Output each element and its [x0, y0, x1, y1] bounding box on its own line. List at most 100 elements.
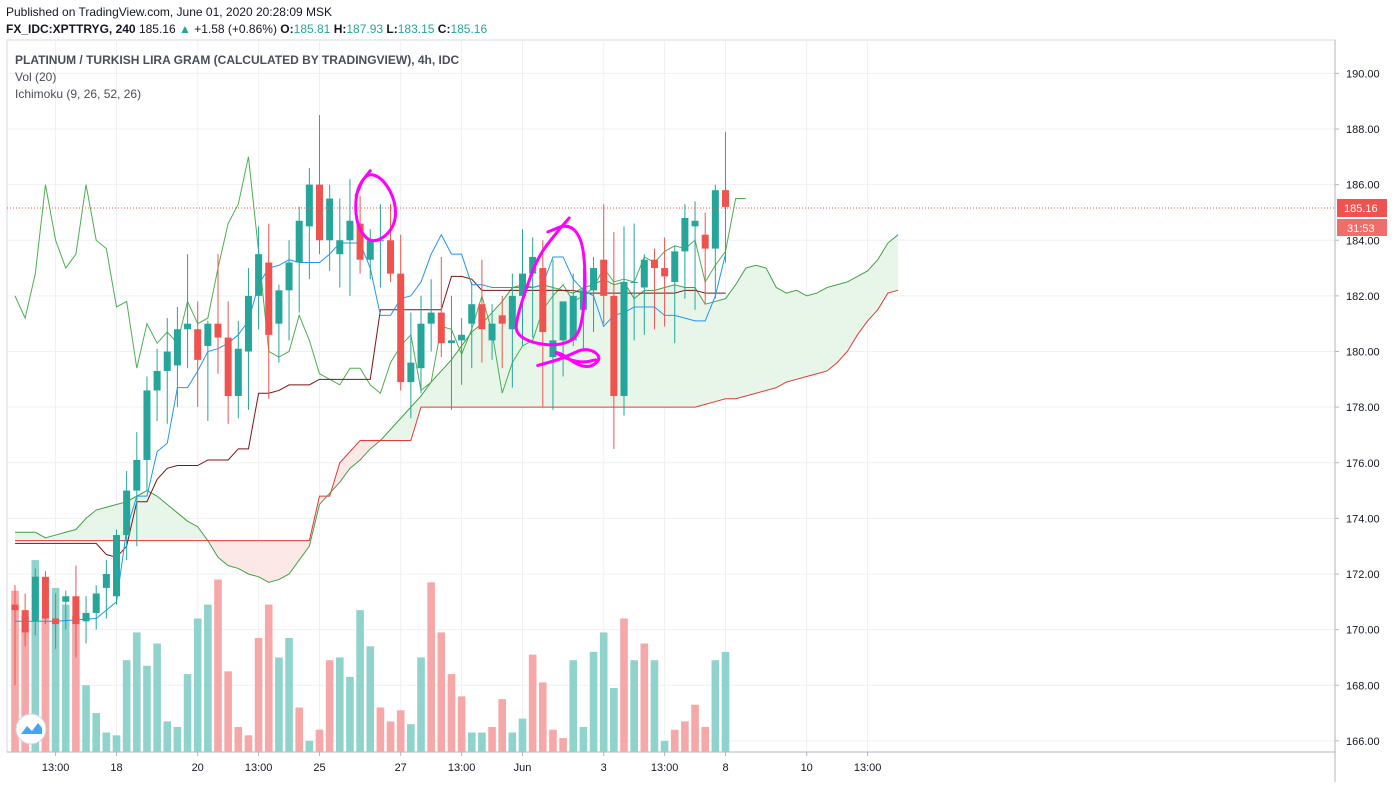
volume-bar [559, 738, 567, 752]
volume-bar [285, 637, 293, 752]
candle-body [650, 259, 658, 269]
candle [336, 198, 344, 288]
volume-bar [72, 615, 80, 752]
candle [234, 320, 242, 419]
volume-bar [41, 615, 50, 752]
kijun-sen-line [15, 275, 726, 558]
candle [326, 184, 334, 271]
candle [346, 179, 354, 296]
candle [447, 295, 455, 410]
candle-body [133, 459, 141, 491]
volume-bar [163, 721, 172, 752]
candle-body [224, 337, 232, 396]
candle [244, 268, 252, 410]
y-tick-label: 182.00 [1346, 291, 1380, 303]
candle-body [437, 312, 445, 344]
candle-body [468, 304, 476, 324]
candle [397, 234, 405, 391]
candle [640, 254, 648, 335]
last-value: 185.16 [138, 22, 176, 36]
y-tick-label: 176.00 [1346, 458, 1380, 470]
open-value: 185.81 [293, 22, 331, 36]
candle [508, 273, 516, 388]
candle-body [305, 184, 313, 227]
candle-body [244, 295, 252, 352]
x-tick-label: 13:00 [42, 762, 70, 774]
volume-legend[interactable]: Vol (20) [15, 70, 57, 84]
x-tick-label: 13:00 [448, 762, 476, 774]
logo-circle [15, 713, 47, 745]
volume-bar [498, 699, 506, 752]
x-tick-label: 13:00 [245, 762, 273, 774]
candle-body [671, 251, 679, 282]
volume-bar [630, 660, 638, 752]
volume-bar [447, 674, 456, 752]
y-tick-label: 186.00 [1346, 180, 1380, 192]
candle-body [102, 574, 110, 588]
candle-body [113, 535, 120, 597]
candle [559, 301, 567, 377]
volume-bar [102, 732, 111, 752]
volume-bar [204, 604, 212, 752]
volume-bar [457, 696, 466, 752]
x-tick-label: 20 [192, 762, 204, 774]
candle [316, 115, 323, 255]
candle-body [184, 323, 192, 330]
candle [427, 279, 435, 352]
candle [123, 471, 131, 561]
volume-bar [264, 604, 273, 752]
candle [356, 195, 364, 274]
volume-bar [407, 724, 415, 752]
volume-bar [153, 643, 161, 752]
published-text: Published on TradingView.com, June 01, 2… [6, 5, 332, 19]
candle [529, 237, 537, 338]
candle [265, 223, 273, 399]
volume-bar [467, 732, 476, 752]
volume-bar [640, 643, 649, 752]
candle [11, 585, 19, 686]
y-tick-label: 170.00 [1346, 625, 1380, 637]
volume-bar [224, 671, 232, 752]
y-tick-label: 178.00 [1346, 402, 1380, 414]
candle-body [610, 295, 618, 396]
volume-bar [610, 688, 618, 752]
candle [62, 590, 70, 630]
candle-body [143, 390, 151, 460]
ichimoku-cloud [15, 234, 899, 583]
candle [41, 571, 49, 625]
candle-body [569, 295, 577, 341]
candle [214, 254, 222, 374]
candle [630, 223, 638, 341]
high-value: 187.93 [346, 22, 384, 36]
candle [722, 131, 729, 263]
volume-bar [143, 665, 151, 752]
x-axis: 13:00 18 20 13:00 25 27 13:00 Jun 3 13:00 8 10 13:00 [7, 751, 1335, 774]
last-price-tag [1337, 198, 1387, 217]
cloud-bearish [207, 496, 328, 583]
candle-body [285, 262, 293, 291]
candle-body [153, 370, 161, 391]
hand-annotations [354, 169, 601, 369]
volume-bar [234, 726, 243, 752]
volume-bar [417, 657, 425, 752]
volume-bar [254, 637, 263, 752]
volume-bar [518, 718, 527, 752]
annotation-number-20 [536, 348, 601, 369]
volume-bar [549, 729, 557, 752]
candle [204, 320, 212, 422]
candle [72, 565, 80, 658]
candle-body [346, 220, 354, 241]
volume-bar [51, 587, 60, 752]
x-tick-label: 18 [110, 762, 122, 774]
candle-body [539, 268, 547, 333]
candle [488, 304, 496, 360]
candle-body [316, 184, 323, 241]
cloud-bullish [380, 234, 899, 441]
candle-body [326, 198, 334, 241]
candle-body [123, 490, 131, 536]
volume-bar [315, 729, 324, 752]
candle-body [214, 323, 222, 338]
candle-body [275, 290, 283, 324]
ichimoku-legend[interactable]: Ichimoku (9, 26, 52, 26) [15, 87, 142, 101]
